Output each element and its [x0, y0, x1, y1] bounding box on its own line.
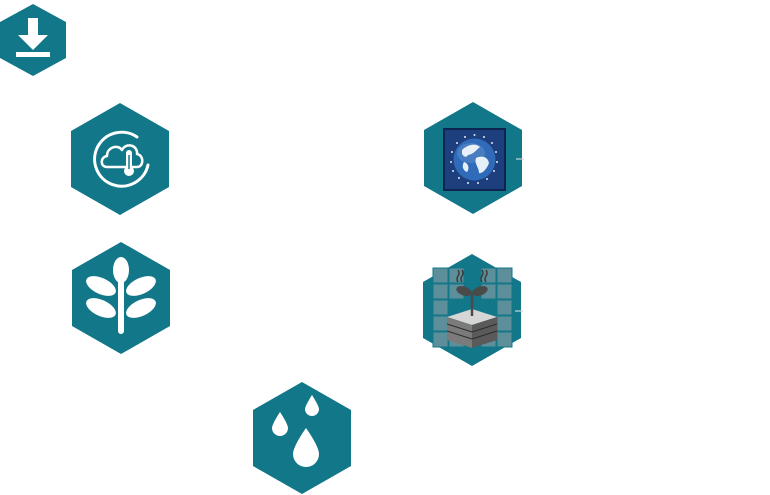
- water-drops-icon: [253, 382, 351, 494]
- plant-leaves-icon: [72, 242, 170, 354]
- water-tile[interactable]: [253, 382, 351, 494]
- cloud-thermometer-icon: [71, 103, 169, 215]
- download-icon: [0, 4, 66, 76]
- plant-tile[interactable]: [72, 242, 170, 354]
- download-tile[interactable]: [0, 4, 66, 76]
- earth-tile[interactable]: [424, 102, 524, 214]
- climate-tile[interactable]: [71, 103, 169, 215]
- globe-icon: [424, 102, 524, 214]
- soil-tile[interactable]: [423, 254, 523, 366]
- soil-layers-icon: [423, 254, 523, 366]
